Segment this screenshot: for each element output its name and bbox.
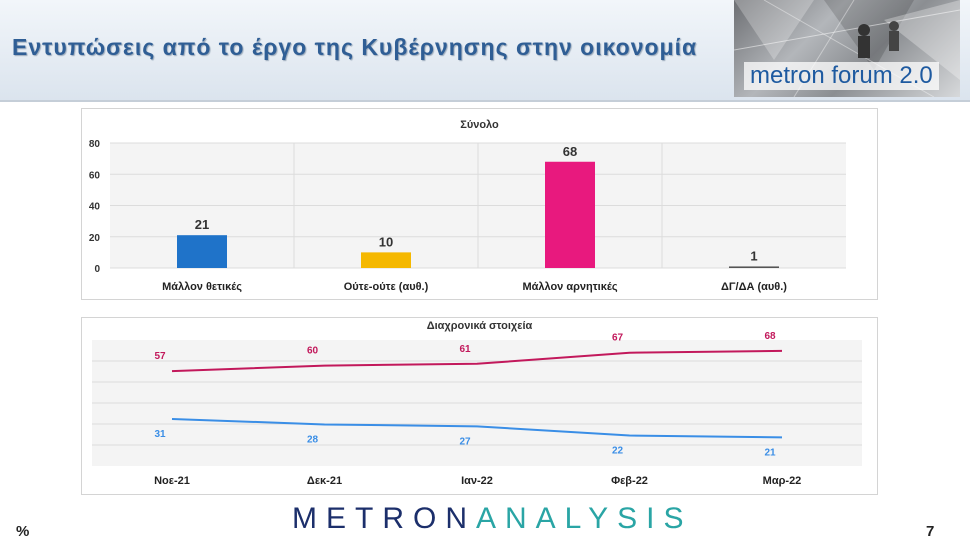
bar-value-label: 1 xyxy=(750,248,757,263)
line-series-0 xyxy=(171,349,783,373)
bar-category-label: Ούτε-ούτε (αυθ.) xyxy=(344,281,429,293)
bar-value-label: 10 xyxy=(379,234,393,249)
line-chart-title: Διαχρονικά στοιχεία xyxy=(426,320,533,332)
bar-category-label: Μάλλον θετικές xyxy=(162,281,242,293)
bar-y-tick-label: 0 xyxy=(94,264,100,275)
bar-y-tick-label: 80 xyxy=(89,139,101,150)
forum-banner-image: metron forum 2.0 xyxy=(734,0,960,97)
bar-3 xyxy=(729,266,779,268)
line-x-tick-label: Ιαν-22 xyxy=(461,475,493,487)
line-series-1 xyxy=(171,417,783,439)
line-value-label: 27 xyxy=(459,436,471,447)
line-value-label: 28 xyxy=(307,434,319,445)
line-x-tick-label: Νοε-21 xyxy=(154,475,190,487)
bar-chart: 0 20 40 60 80 21 Μάλλον θετικές 10 Ούτε-ούτε (αυ… xyxy=(89,139,846,293)
bar-y-tick-label: 60 xyxy=(89,170,101,181)
line-value-label: 57 xyxy=(154,351,166,362)
banner-text: metron forum 2.0 xyxy=(744,62,939,90)
line-x-tick-label: Φεβ-22 xyxy=(611,475,648,487)
total-chart-panel: Σύνολο 0 20 40 60 80 21 Μάλλον θετικές 10 Ούτε-ο… xyxy=(81,108,878,300)
bar-0 xyxy=(177,235,227,268)
trend-chart-panel: Διαχρονικά στοιχεία Νοε-21 Δεκ-21 Ιαν-22 Φε… xyxy=(81,317,878,495)
logo-metron: METRON xyxy=(292,502,476,535)
bar-value-label: 21 xyxy=(195,217,209,232)
line-value-label: 22 xyxy=(612,446,624,457)
line-value-label: 67 xyxy=(612,333,624,344)
bar-1 xyxy=(361,252,411,268)
bar-value-label: 68 xyxy=(563,144,577,159)
bar-chart-title: Σύνολο xyxy=(460,119,499,131)
bar-category-label: ΔΓ/ΔΑ (αυθ.) xyxy=(721,281,787,293)
header-bar: Εντυπώσεις από το έργο της Κυβέρνησης στ… xyxy=(0,0,970,102)
metron-analysis-logo: METRONANALYSIS xyxy=(292,502,693,536)
page-number: 7 xyxy=(926,523,935,540)
line-value-label: 60 xyxy=(307,346,319,357)
line-x-tick-label: Μαρ-22 xyxy=(763,475,802,487)
page-title: Εντυπώσεις από το έργο της Κυβέρνησης στ… xyxy=(12,34,698,60)
bar-y-tick-label: 20 xyxy=(89,233,101,244)
line-x-tick-label: Δεκ-21 xyxy=(307,475,342,487)
line-chart: Νοε-21 Δεκ-21 Ιαν-22 Φεβ-22 Μαρ-22 57 60 61 67 68… xyxy=(92,331,862,487)
bar-y-tick-label: 40 xyxy=(89,202,101,213)
line-value-label: 31 xyxy=(154,429,166,440)
line-value-label: 21 xyxy=(764,447,776,458)
logo-analysis: ANALYSIS xyxy=(476,502,693,535)
bar-2 xyxy=(545,161,595,268)
line-value-label: 68 xyxy=(764,331,776,342)
percent-label: % xyxy=(16,523,30,540)
bar-category-label: Μάλλον αρνητικές xyxy=(522,281,617,293)
line-value-label: 61 xyxy=(459,344,471,355)
